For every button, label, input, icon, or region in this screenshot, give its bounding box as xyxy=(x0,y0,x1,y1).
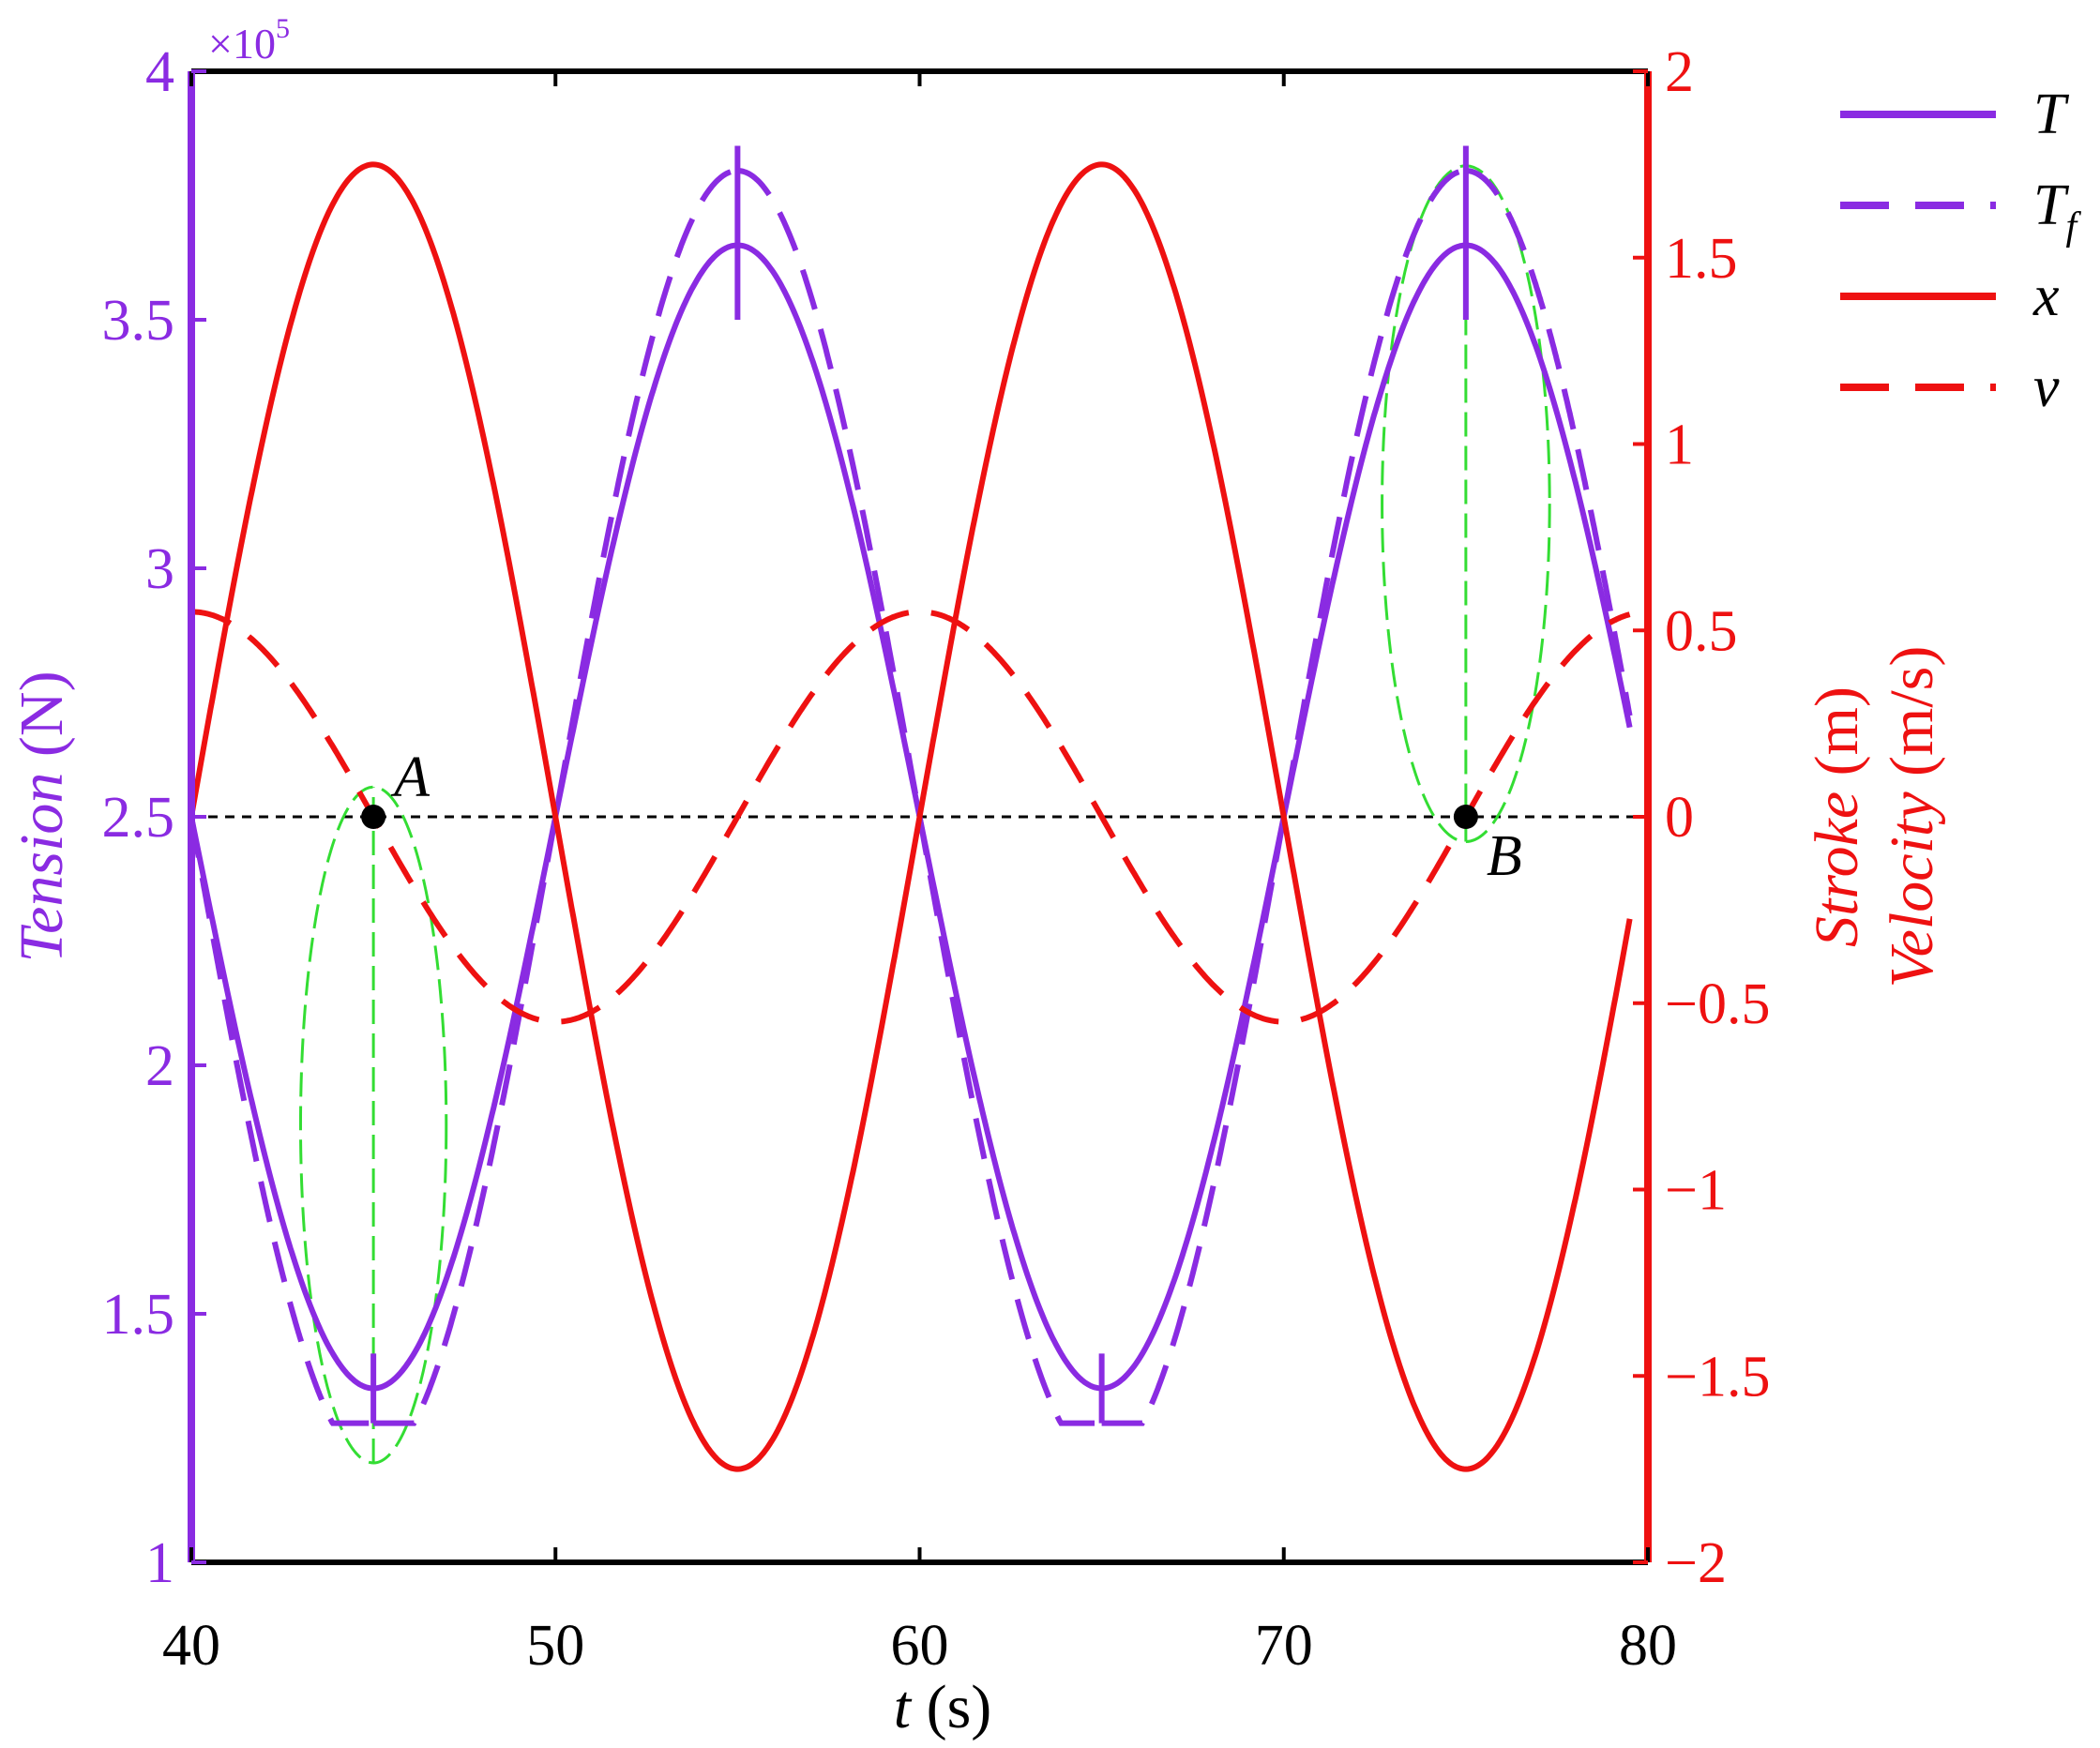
y-right-tick-label: −2 xyxy=(1665,1531,1727,1595)
x-tick-label: 40 xyxy=(162,1614,220,1678)
x-tick-label: 60 xyxy=(891,1614,949,1678)
y-right-tick-label: 0.5 xyxy=(1665,599,1738,663)
x-tick-label: 50 xyxy=(526,1614,584,1678)
point-A xyxy=(361,805,386,829)
series-Tf-segment-4 xyxy=(1101,168,1467,1426)
y-right-axis-title-stroke: Stroke (m) xyxy=(1803,686,1871,947)
legend-label-3: x xyxy=(2032,264,2060,328)
y-right-axis-title-velocity: Velocity (m/s) xyxy=(1878,646,1946,988)
y-left-tick-label: 1.5 xyxy=(102,1283,175,1347)
legend-label-1: T xyxy=(2033,83,2070,146)
series-v xyxy=(191,609,1631,1025)
point-label-A: A xyxy=(390,746,431,809)
point-label-B: B xyxy=(1487,824,1522,888)
y-left-axis-title: Tension (N) xyxy=(8,671,76,962)
series-Tf-segment-5 xyxy=(1465,168,1633,716)
y-left-tick-label: 3 xyxy=(145,537,174,601)
y-right-tick-label: −1 xyxy=(1665,1159,1727,1223)
y-left-tick-label: 2 xyxy=(145,1034,174,1098)
y-left-tick-label: 2.5 xyxy=(102,786,175,850)
x-axis-title: t (s) xyxy=(894,1673,992,1741)
y-left-tick-label: 4 xyxy=(145,40,174,104)
y-left-tick-label: 3.5 xyxy=(102,289,175,353)
series-Tf-segment-2 xyxy=(373,168,738,1426)
y-right-tick-label: 1 xyxy=(1665,414,1694,477)
y-right-tick-label: −0.5 xyxy=(1665,972,1770,1036)
y-right-tick-label: 1.5 xyxy=(1665,227,1738,291)
y-right-tick-label: 0 xyxy=(1665,786,1694,850)
series-Tf-segment-1 xyxy=(191,816,374,1426)
legend-label-4: v xyxy=(2033,355,2060,419)
x-tick-label: 70 xyxy=(1255,1614,1313,1678)
point-B xyxy=(1453,805,1478,829)
y-left-tick-label: 1 xyxy=(145,1531,174,1595)
y-right-tick-label: −1.5 xyxy=(1665,1345,1770,1409)
series-x xyxy=(191,161,1633,1472)
legend-label-2: Tf xyxy=(2033,173,2081,249)
y-right-tick-label: 2 xyxy=(1665,40,1694,104)
x-tick-label: 80 xyxy=(1619,1614,1677,1678)
y-left-multiplier: ×105 xyxy=(208,13,290,68)
